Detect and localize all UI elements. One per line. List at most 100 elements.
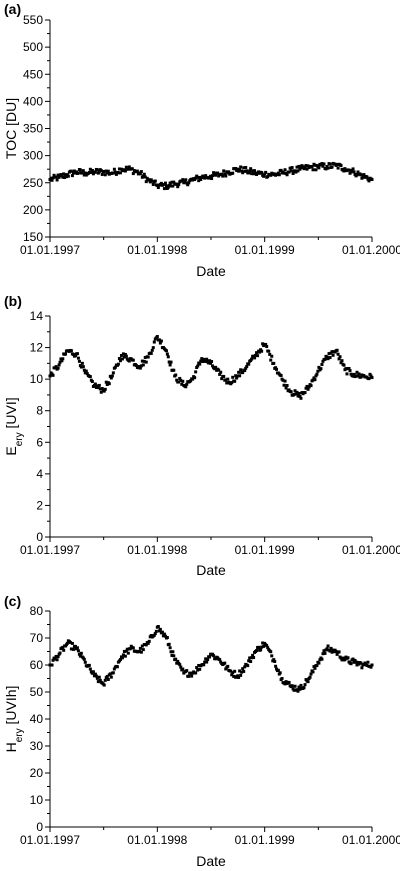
data-point	[56, 173, 60, 177]
y-axis-label: TOC [DU]	[3, 98, 19, 159]
data-point	[247, 362, 251, 366]
data-point	[315, 164, 319, 168]
data-point	[150, 179, 154, 183]
data-point	[250, 172, 254, 176]
data-point	[127, 647, 131, 651]
y-tick-label: 70	[30, 631, 44, 645]
data-point	[316, 369, 320, 373]
data-point	[94, 674, 98, 678]
data-point	[93, 382, 97, 386]
x-tick-label: 01.01.2000	[342, 833, 400, 847]
data-point	[317, 365, 321, 369]
data-point	[299, 683, 303, 687]
data-point	[61, 175, 65, 179]
data-point	[324, 648, 328, 652]
data-point	[359, 661, 363, 665]
data-point	[335, 348, 339, 352]
data-point	[160, 630, 164, 634]
data-point	[260, 645, 264, 649]
data-point	[175, 661, 179, 665]
data-point	[328, 162, 332, 166]
data-point	[178, 376, 182, 380]
data-point	[240, 670, 244, 674]
data-point	[131, 172, 135, 176]
data-point	[297, 164, 301, 168]
data-point	[322, 162, 326, 166]
data-point	[283, 682, 287, 686]
data-point	[88, 167, 92, 171]
data-point	[145, 641, 149, 645]
data-point	[98, 387, 102, 391]
data-point	[211, 364, 215, 368]
data-point	[180, 382, 184, 386]
data-point	[165, 636, 169, 640]
data-point	[317, 661, 321, 665]
data-point	[89, 170, 93, 174]
data-point	[262, 644, 266, 648]
data-point	[165, 352, 169, 356]
data-point	[212, 654, 216, 658]
data-point	[208, 359, 212, 363]
data-point	[102, 683, 106, 687]
data-point	[98, 678, 102, 682]
data-point	[287, 170, 291, 174]
data-point	[290, 684, 294, 688]
data-point	[113, 365, 117, 369]
data-point	[183, 180, 187, 184]
data-point	[175, 182, 179, 186]
data-point	[347, 366, 351, 370]
data-point	[60, 173, 64, 177]
data-point	[326, 644, 330, 648]
data-point	[105, 383, 109, 387]
data-point	[118, 658, 122, 662]
data-point	[304, 164, 308, 168]
data-point	[219, 370, 223, 374]
data-point	[109, 675, 113, 679]
data-point	[331, 648, 335, 652]
x-tick-label: 01.01.1999	[235, 833, 295, 847]
data-point	[179, 378, 183, 382]
data-point	[216, 171, 220, 175]
data-point	[343, 167, 347, 171]
data-point	[167, 184, 171, 188]
data-point	[136, 650, 140, 654]
data-point	[370, 663, 374, 667]
data-point	[345, 372, 349, 376]
data-point	[95, 384, 99, 388]
data-point	[90, 671, 94, 675]
data-point	[335, 162, 339, 166]
data-point	[222, 375, 226, 379]
panel-letter: (a)	[4, 1, 21, 17]
data-point	[335, 652, 339, 656]
data-point	[140, 359, 144, 363]
data-point	[292, 392, 296, 396]
data-point	[122, 649, 126, 653]
data-point	[119, 353, 123, 357]
data-point	[252, 354, 256, 358]
data-point	[154, 183, 158, 187]
data-point	[145, 176, 149, 180]
data-point	[237, 675, 241, 679]
data-point	[341, 656, 345, 660]
data-point	[331, 353, 335, 357]
y-tick-label: 10	[30, 372, 44, 386]
data-point	[265, 345, 269, 349]
data-point	[336, 352, 340, 356]
data-point	[357, 372, 361, 376]
y-tick-label: 8	[36, 404, 43, 418]
data-point	[208, 175, 212, 179]
data-point	[248, 169, 252, 173]
data-point	[135, 169, 139, 173]
data-point	[256, 354, 260, 358]
x-axis-label: Date	[196, 263, 226, 279]
data-series	[48, 161, 374, 191]
data-point	[124, 165, 128, 169]
data-point	[306, 164, 310, 168]
data-point	[336, 166, 340, 170]
data-point	[349, 662, 353, 666]
data-point	[349, 170, 353, 174]
data-point	[154, 336, 158, 340]
data-point	[113, 170, 117, 174]
data-point	[274, 664, 278, 668]
y-tick-label: 14	[30, 309, 44, 323]
